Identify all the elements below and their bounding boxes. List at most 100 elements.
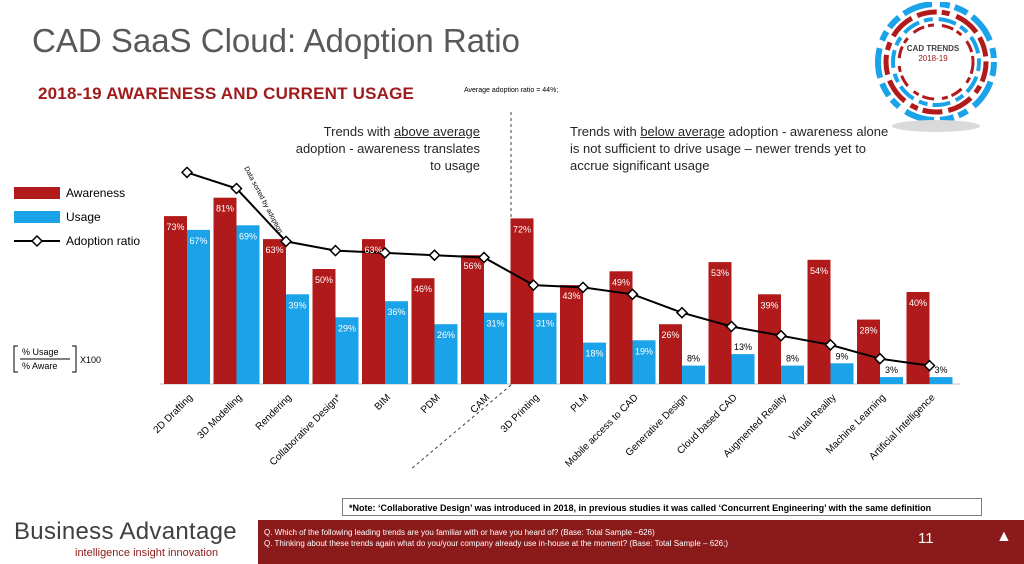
- awareness-label: 46%: [414, 284, 432, 294]
- footer-bar: Q. Which of the following leading trends…: [258, 520, 1024, 564]
- usage-bar: [484, 312, 507, 384]
- usage-bar: [781, 365, 804, 384]
- annotation-above-average: Trends with above average adoption - awa…: [290, 123, 480, 174]
- awareness-label: 49%: [612, 277, 630, 287]
- usage-bar: [880, 377, 903, 384]
- awareness-bar: [263, 239, 286, 384]
- adoption-point: [725, 320, 738, 333]
- usage-bar: [236, 225, 260, 384]
- footnote: *Note: ‘Collaborative Design’ was introd…: [342, 498, 982, 516]
- awareness-bar: [758, 294, 781, 384]
- adoption-point: [378, 246, 392, 259]
- usage-label: 8%: [786, 354, 799, 364]
- awareness-label: 72%: [513, 224, 531, 234]
- x-tick-label: BIM: [373, 392, 393, 412]
- awareness-bar: [906, 292, 930, 384]
- x-tick-label: PDM: [419, 392, 443, 416]
- x-tick-label: 3D Printing: [499, 392, 542, 435]
- awareness-bar: [609, 271, 633, 384]
- awareness-label: 43%: [562, 291, 580, 301]
- usage-label: 29%: [338, 323, 356, 333]
- annotation-below-underline: below average: [640, 124, 725, 139]
- awareness-label: 53%: [711, 268, 729, 278]
- adoption-point: [527, 279, 540, 292]
- adoption-formula: % Usage % Aware X100: [13, 345, 101, 373]
- legend-awareness-label: Awareness: [66, 186, 125, 200]
- adoption-point: [774, 329, 788, 342]
- awareness-label: 50%: [315, 275, 333, 285]
- annotation-above-post: adoption - awareness translates to usage: [295, 141, 480, 173]
- awareness-bar: [312, 269, 336, 384]
- usage-bar: [286, 294, 309, 384]
- usage-label: 9%: [835, 351, 848, 361]
- usage-label: 3%: [885, 365, 898, 375]
- usage-label: 31%: [536, 319, 554, 329]
- legend-awareness-swatch: [14, 187, 60, 199]
- x-tick-label: Rendering: [254, 392, 294, 432]
- annotation-above-underline: above average: [393, 124, 480, 139]
- adoption-chart: 73% 67% 81% 69% 63% 39% 50% 29% 63% 36% 46% 26% 56% 3…: [13, 112, 960, 471]
- awareness-label: 56%: [463, 261, 481, 271]
- usage-label: 39%: [288, 300, 306, 310]
- awareness-bar: [857, 319, 880, 384]
- usage-label: 8%: [687, 354, 700, 364]
- footer-question-2: Q. Thinking about these trends again wha…: [264, 539, 728, 548]
- usage-label: 13%: [734, 342, 752, 352]
- adoption-point: [576, 281, 590, 294]
- awareness-bar: [362, 239, 385, 384]
- logo-text: CAD TRENDS 2018-19: [903, 44, 963, 64]
- slide-title: CAD SaaS Cloud: Adoption Ratio: [32, 22, 520, 59]
- triangle-up-icon[interactable]: ▲: [996, 528, 1012, 545]
- usage-bar: [434, 324, 458, 384]
- brand-name-part2: Advantage: [113, 518, 237, 545]
- x-tick-label: Virtual Reality: [787, 392, 838, 443]
- awareness-bar: [164, 216, 187, 384]
- usage-label: 69%: [239, 231, 257, 241]
- awareness-label: 28%: [859, 326, 877, 336]
- usage-bar: [682, 365, 705, 384]
- page-number: 11: [918, 530, 934, 547]
- usage-label: 31%: [486, 319, 504, 329]
- chart-title: 2018-19 AWARENESS AND CURRENT USAGE: [38, 84, 415, 103]
- adoption-ratio-line: [186, 171, 930, 367]
- formula-numerator: % Usage: [22, 347, 59, 357]
- brand-name-part1: Business: [14, 518, 114, 545]
- usage-label: 19%: [635, 346, 653, 356]
- awareness-label: 63%: [265, 245, 283, 255]
- usage-label: 18%: [585, 349, 603, 359]
- awareness-label: 26%: [661, 330, 679, 340]
- usage-bar: [731, 354, 755, 384]
- annotation-above-pre: Trends with: [323, 124, 394, 139]
- usage-label: 3%: [934, 365, 947, 375]
- brand-tagline: intelligence insight innovation: [75, 547, 219, 559]
- brand-name: Business Advantage: [14, 518, 237, 546]
- awareness-bar: [510, 218, 534, 384]
- awareness-bar: [461, 255, 484, 384]
- x-tick-label: PLM: [569, 392, 591, 414]
- usage-bar: [335, 317, 359, 384]
- legend-usage-label: Usage: [66, 210, 101, 224]
- average-note: Average adoption ratio = 44%;: [464, 87, 559, 94]
- awareness-label: 81%: [216, 204, 234, 214]
- adoption-point: [675, 306, 689, 319]
- awareness-bar: [807, 259, 831, 384]
- awareness-label: 54%: [810, 266, 828, 276]
- awareness-bar: [213, 197, 237, 384]
- usage-bar: [385, 301, 408, 384]
- divider-line-diagonal: [409, 384, 512, 471]
- usage-label: 26%: [437, 330, 455, 340]
- x-tick-label: 3D Modelling: [196, 392, 245, 441]
- adoption-point: [329, 244, 342, 257]
- usage-bar: [830, 363, 854, 384]
- adoption-point: [428, 249, 441, 262]
- awareness-bar: [411, 278, 435, 384]
- adoption-point: [824, 338, 837, 351]
- footer-question-1: Q. Which of the following leading trends…: [264, 528, 655, 537]
- formula-denominator: % Aware: [22, 361, 57, 371]
- usage-label: 36%: [387, 307, 405, 317]
- awareness-bar: [659, 324, 682, 384]
- awareness-label: 73%: [166, 222, 184, 232]
- adoption-point: [923, 359, 936, 372]
- usage-label: 67%: [189, 236, 207, 246]
- legend-adoption-marker: [30, 234, 44, 248]
